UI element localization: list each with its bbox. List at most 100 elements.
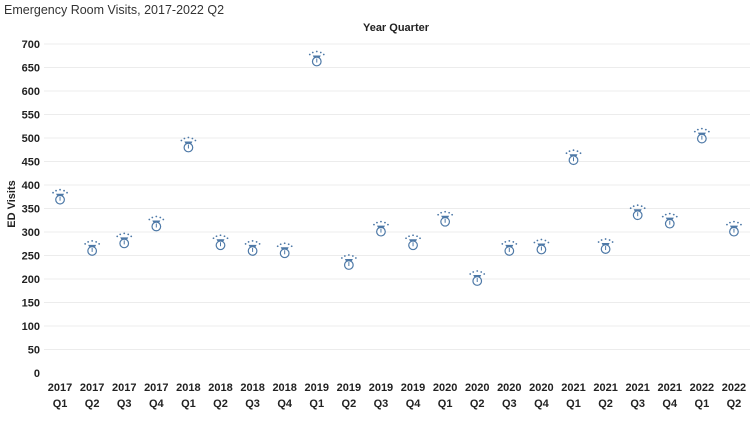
sparkle-dot (540, 238, 543, 241)
data-point[interactable] (726, 220, 742, 237)
y-tick-label: 0 (34, 368, 40, 380)
x-axis-header: Year Quarter (362, 22, 430, 34)
bulb-cap (697, 132, 706, 135)
sparkle-dot (315, 50, 318, 53)
data-point[interactable] (148, 215, 165, 232)
data-point[interactable] (276, 242, 293, 259)
sparkle-dot (405, 237, 407, 240)
sparkle-dot (600, 239, 603, 241)
data-point[interactable] (212, 234, 229, 251)
sparkle-dot (191, 137, 194, 140)
data-point[interactable] (308, 50, 325, 67)
sparkle-dot (187, 136, 190, 139)
x-tick-quarter: Q4 (406, 398, 422, 410)
sparkle-dot (283, 242, 286, 245)
x-tick-quarter: Q1 (309, 398, 324, 410)
sparkle-dot (504, 241, 507, 243)
data-point[interactable] (437, 210, 454, 227)
sparkle-dot (215, 235, 218, 238)
x-tick-quarter: Q2 (598, 398, 613, 410)
data-point[interactable] (597, 238, 614, 254)
y-tick-label: 50 (28, 345, 40, 357)
x-tick-quarter: Q3 (502, 398, 517, 410)
data-point[interactable] (244, 240, 261, 256)
bulb-cap (665, 217, 674, 220)
bulb-cap (56, 193, 65, 196)
data-point[interactable] (373, 220, 389, 237)
x-tick-quarter: Q1 (695, 398, 710, 410)
sparkle-dot (568, 150, 571, 153)
bulb-cap (729, 225, 738, 228)
x-tick-year: 2019 (337, 382, 361, 394)
sparkle-dot (347, 254, 350, 256)
sparkle-dot (87, 241, 90, 243)
y-tick-label: 350 (22, 204, 40, 216)
x-tick-quarter: Q1 (566, 398, 581, 410)
x-tick-year: 2020 (529, 382, 553, 394)
data-point[interactable] (629, 204, 646, 221)
sparkle-dot (608, 239, 611, 241)
data-point[interactable] (661, 212, 678, 229)
x-tick-quarter: Q2 (727, 398, 742, 410)
sparkle-dot (572, 149, 575, 152)
sparkle-dot (258, 243, 261, 245)
sparkle-dot (116, 235, 119, 238)
bulb-cap (633, 209, 642, 212)
bulb-cap (120, 237, 129, 240)
sparkle-dot (226, 237, 229, 240)
sparkle-dot (629, 207, 632, 210)
sparkle-dot (354, 257, 357, 259)
bulb-cap (441, 215, 450, 218)
sparkle-dot (223, 235, 226, 238)
sparkle-dot (611, 241, 614, 243)
data-point[interactable] (340, 254, 357, 270)
x-tick-year: 2017 (48, 382, 72, 394)
sparkle-dot (480, 271, 483, 273)
sparkle-dot (704, 128, 707, 131)
data-point[interactable] (693, 127, 710, 144)
data-point[interactable] (405, 234, 421, 251)
sparkle-dot (387, 223, 389, 226)
bulb-cap (88, 244, 97, 247)
bulb-cap (409, 239, 418, 242)
x-tick-quarter: Q4 (534, 398, 550, 410)
data-point[interactable] (565, 149, 582, 166)
sparkle-dot (515, 243, 518, 245)
data-point[interactable] (116, 232, 133, 249)
sparkle-dot (180, 139, 183, 142)
sparkle-dot (351, 255, 354, 257)
x-tick-quarter: Q4 (277, 398, 293, 410)
x-tick-year: 2021 (625, 382, 649, 394)
sparkle-dot (693, 130, 696, 133)
bulb-cap (184, 141, 193, 144)
x-tick-quarter: Q2 (470, 398, 485, 410)
x-tick-year: 2020 (433, 382, 457, 394)
sparkle-dot (451, 213, 454, 216)
sparkle-dot (740, 223, 742, 226)
sparkle-dot (632, 205, 635, 208)
data-point[interactable] (469, 270, 486, 286)
sparkle-dot (119, 233, 122, 236)
data-point[interactable] (180, 136, 197, 153)
sparkle-dot (472, 271, 475, 273)
y-tick-label: 600 (22, 86, 40, 98)
x-tick-year: 2019 (369, 382, 393, 394)
y-tick-label: 150 (22, 298, 40, 310)
sparkle-dot (159, 216, 162, 219)
y-tick-label: 650 (22, 63, 40, 75)
y-tick-label: 550 (22, 110, 40, 122)
data-point[interactable] (52, 188, 68, 205)
x-tick-quarter: Q4 (149, 398, 165, 410)
data-point[interactable] (501, 240, 518, 256)
x-tick-year: 2018 (272, 382, 296, 394)
sparkle-dot (251, 240, 254, 242)
x-tick-year: 2018 (208, 382, 232, 394)
data-point[interactable] (533, 238, 550, 255)
bulb-cap (248, 244, 257, 247)
sparkle-dot (737, 221, 739, 224)
sparkle-dot (565, 152, 568, 155)
sparkle-dot (412, 234, 414, 237)
bulb-cap (601, 243, 610, 246)
x-tick-quarter: Q3 (374, 398, 389, 410)
data-point[interactable] (84, 240, 101, 256)
